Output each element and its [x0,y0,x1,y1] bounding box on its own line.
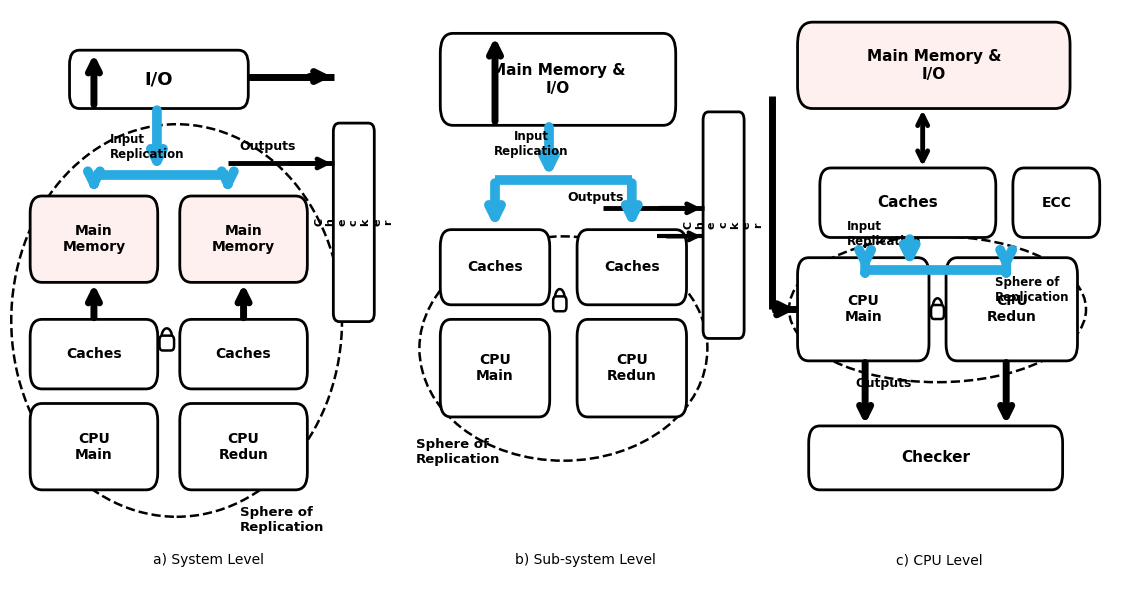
Text: Caches: Caches [604,260,659,274]
Text: a) System Level: a) System Level [153,553,263,567]
Text: Input
Replication: Input Replication [494,130,568,158]
FancyBboxPatch shape [180,320,307,389]
FancyBboxPatch shape [333,123,375,321]
Text: Caches: Caches [66,347,122,361]
Text: Sphere of
Replication: Sphere of Replication [240,505,324,534]
FancyBboxPatch shape [440,230,550,305]
FancyBboxPatch shape [180,403,307,490]
FancyBboxPatch shape [946,257,1078,361]
Text: ECC: ECC [1042,196,1071,210]
Text: b) Sub-system Level: b) Sub-system Level [514,553,656,567]
FancyBboxPatch shape [798,22,1070,109]
Text: Main Memory &
I/O: Main Memory & I/O [866,49,1001,81]
Text: CPU
Redun: CPU Redun [987,294,1037,324]
Text: Checker: Checker [901,450,970,466]
Text: Main
Memory: Main Memory [62,224,126,254]
FancyBboxPatch shape [798,257,929,361]
FancyBboxPatch shape [703,112,744,338]
FancyBboxPatch shape [160,336,174,350]
FancyBboxPatch shape [1012,168,1100,238]
FancyBboxPatch shape [554,297,567,311]
Text: CPU
Main: CPU Main [845,294,882,324]
Text: I/O: I/O [145,71,173,89]
Text: CPU
Main: CPU Main [476,353,514,384]
Text: Sphere of
Replication: Sphere of Replication [416,438,501,466]
FancyBboxPatch shape [70,50,249,109]
FancyBboxPatch shape [820,168,996,238]
Text: Input
Replication: Input Replication [847,219,921,248]
FancyBboxPatch shape [30,403,158,490]
Text: CPU
Redun: CPU Redun [218,432,269,462]
Text: Outputs: Outputs [855,376,912,390]
FancyBboxPatch shape [577,230,686,305]
Text: CPU
Main: CPU Main [75,432,112,462]
FancyBboxPatch shape [180,196,307,282]
Text: Caches: Caches [878,195,938,210]
Text: Sphere of
Replication: Sphere of Replication [996,276,1070,304]
Text: C
h
e
c
k
e
r: C h e c k e r [314,218,394,226]
FancyBboxPatch shape [932,305,944,319]
Text: CPU
Redun: CPU Redun [606,353,657,384]
FancyBboxPatch shape [440,33,676,125]
Text: Main
Memory: Main Memory [212,224,276,254]
Text: Outputs: Outputs [240,140,296,153]
Text: Outputs: Outputs [567,191,623,204]
Text: Caches: Caches [467,260,523,274]
Text: c) CPU Level: c) CPU Level [896,553,983,567]
Text: Input
Replication: Input Replication [110,133,184,160]
Text: C
h
e
c
k
e
r: C h e c k e r [684,221,764,229]
FancyBboxPatch shape [809,426,1063,490]
FancyBboxPatch shape [30,320,158,389]
FancyBboxPatch shape [440,320,550,417]
Text: Caches: Caches [216,347,271,361]
FancyBboxPatch shape [30,196,158,282]
Text: Main Memory &
I/O: Main Memory & I/O [490,63,626,95]
FancyBboxPatch shape [577,320,686,417]
